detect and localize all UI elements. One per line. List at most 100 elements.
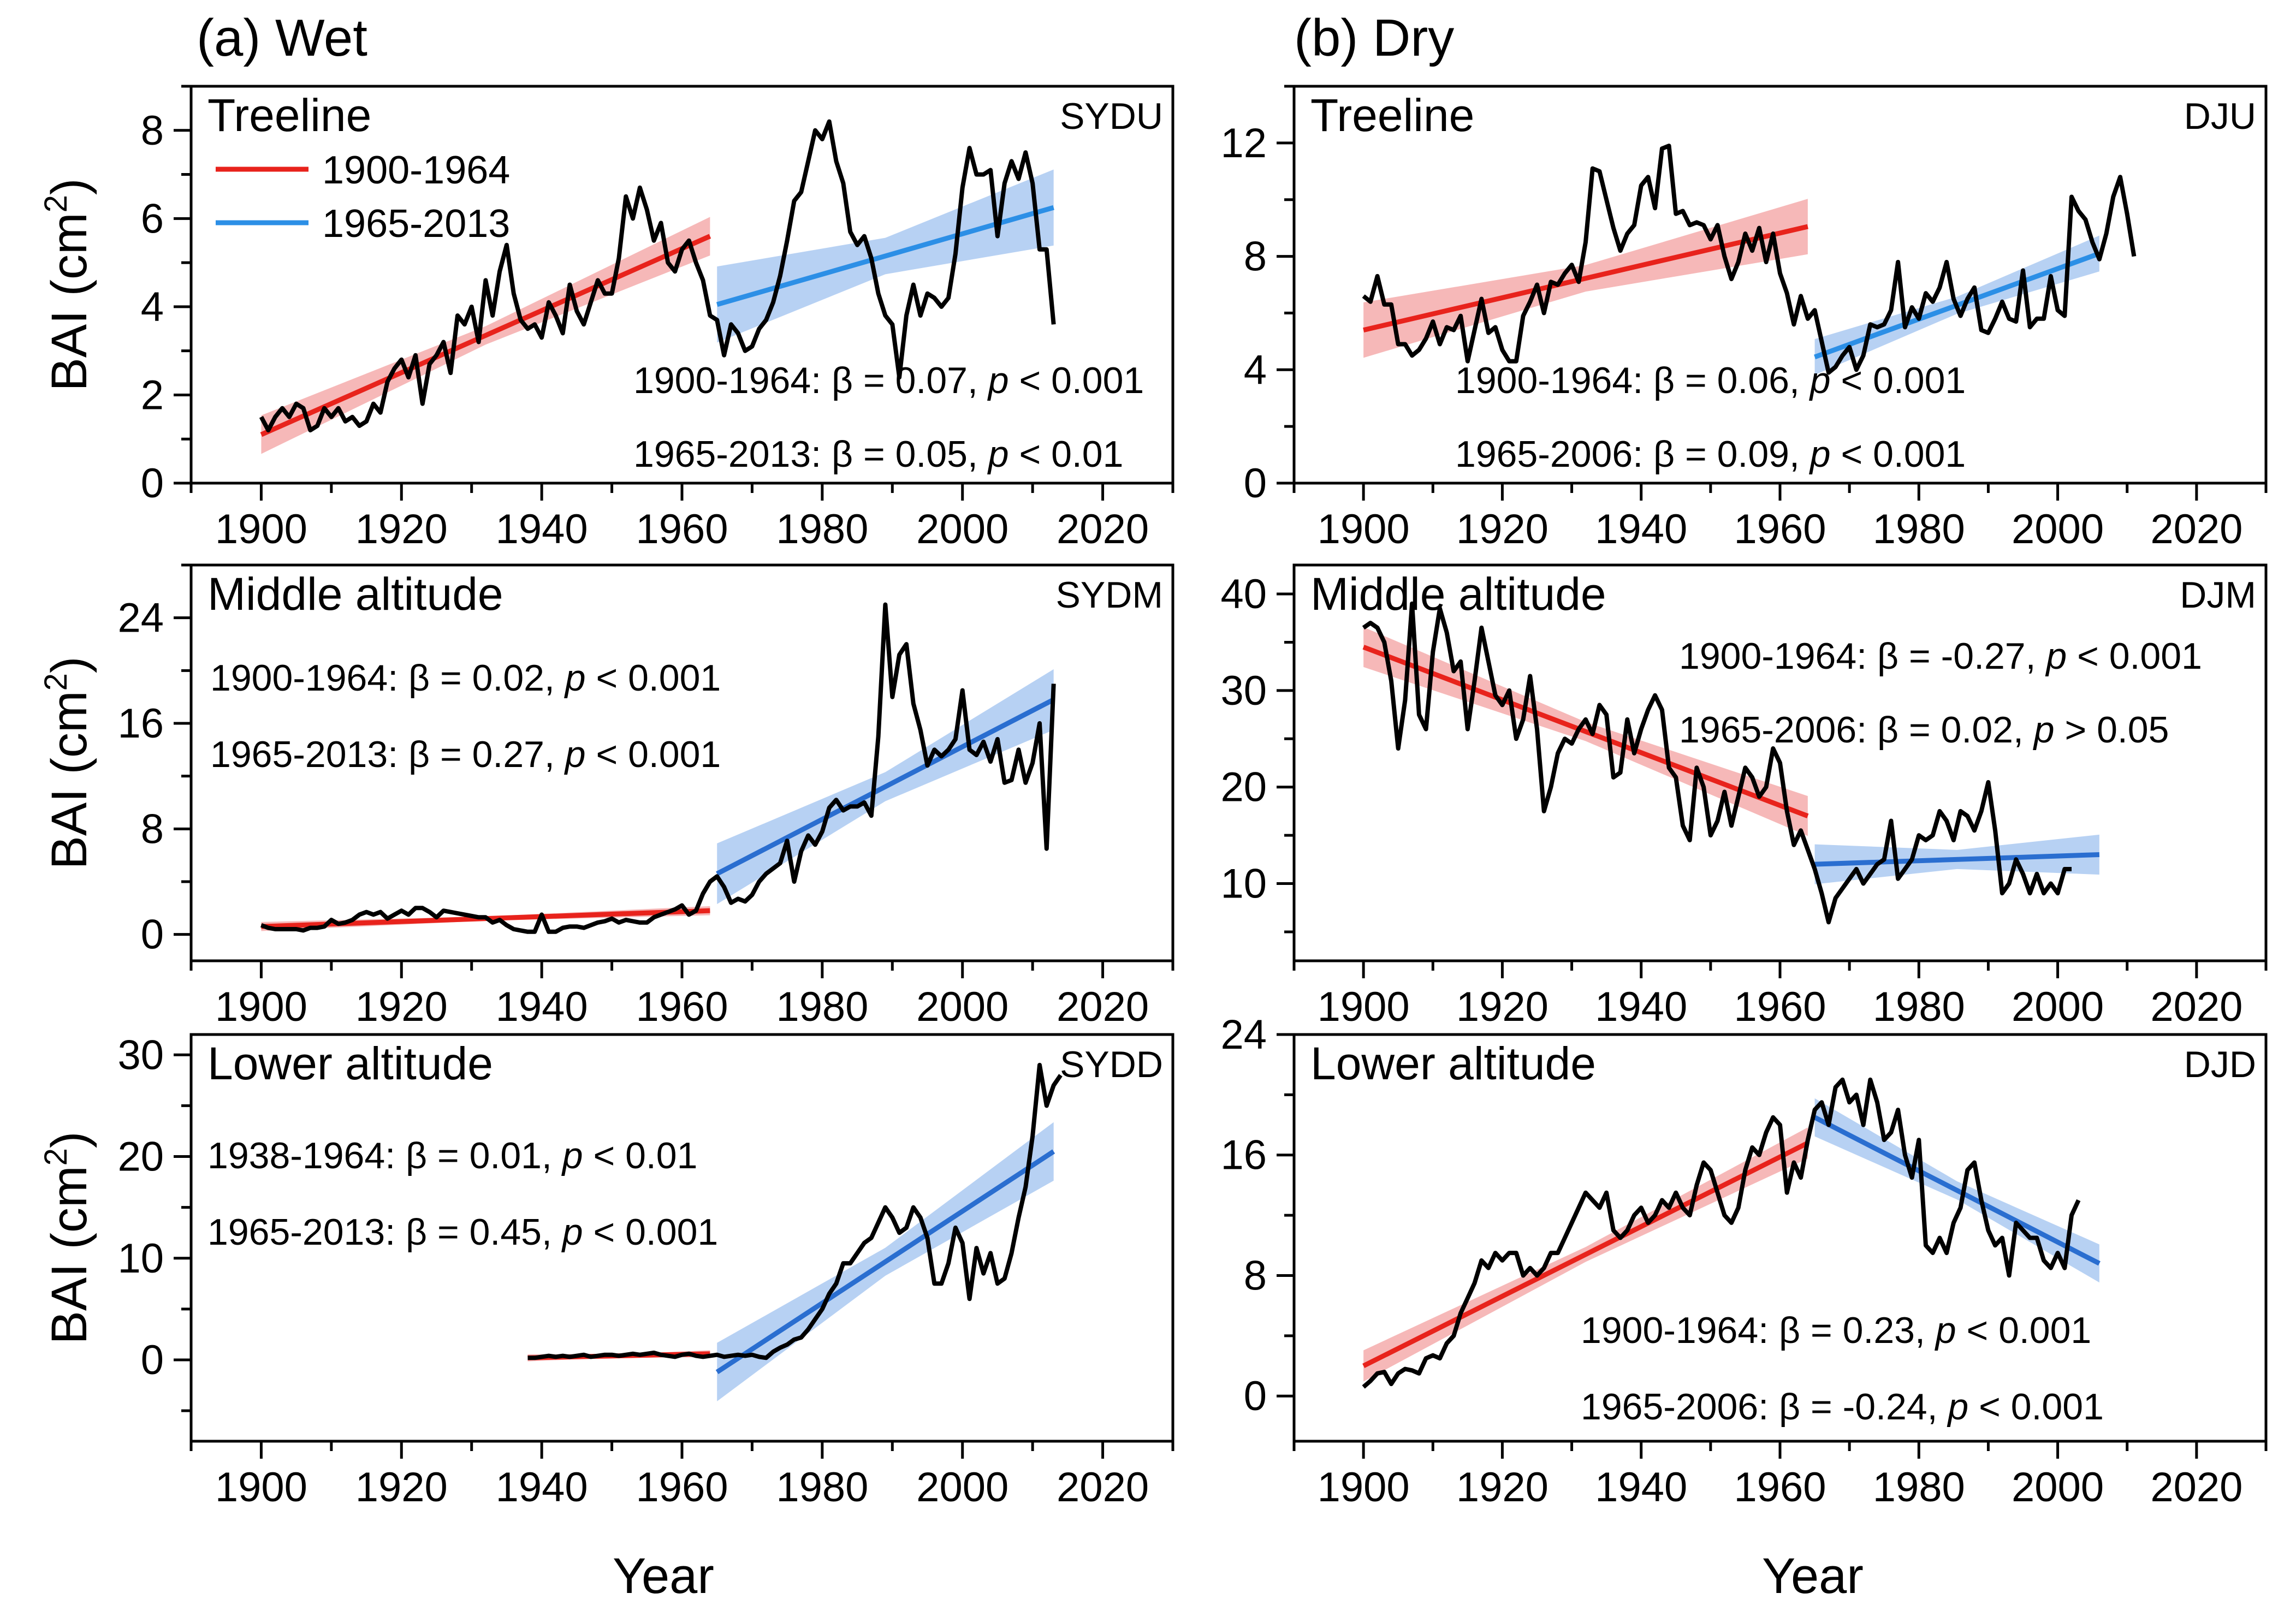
y-tick-label-dry-middle: 10 xyxy=(1220,861,1267,907)
y-tick-label-dry-middle: 20 xyxy=(1220,764,1267,811)
stat-period: 1965-2006 xyxy=(1455,433,1633,475)
site-code-dry-lower: DJD xyxy=(2184,1044,2256,1085)
fit-line-1900-1964 xyxy=(1362,645,1809,818)
plot-frame-dry-lower xyxy=(1292,1033,2268,1443)
x-tick-label-dry-treeline: 2000 xyxy=(2012,506,2104,552)
stat-colon: : xyxy=(811,360,832,401)
fit-line-1965-2013 xyxy=(716,697,1055,876)
stat-beta: β = 0.06, xyxy=(1653,360,1810,401)
x-axis-label-dry: Year xyxy=(1762,1548,1864,1604)
bai-series-line-dry-lower xyxy=(1362,1077,2081,1389)
bai-series-line-wet-middle xyxy=(260,602,1056,934)
x-tick-label-wet-lower: 1920 xyxy=(355,1464,448,1511)
panel-dry-treeline: 1900 1920 1940 1960 1980 2000 2020 0 4 8 12 Treelin… xyxy=(1220,85,2268,552)
x-tick-label-wet-treeline: 1940 xyxy=(496,506,588,552)
regression-stat-1900-1964: 1900-1964: β = -0.27, p < 0.001 xyxy=(1679,635,2202,677)
stat-p: p xyxy=(1947,1386,1968,1428)
y-tick-label-dry-lower: 16 xyxy=(1220,1132,1267,1179)
site-code-wet-treeline: SYDU xyxy=(1060,96,1163,137)
x-tick-label-dry-treeline: 1900 xyxy=(1318,506,1410,552)
title-wet: (a) Wet xyxy=(197,9,367,67)
regression-stat-1965-2006: 1965-2006: β = -0.24, p < 0.001 xyxy=(1581,1386,2104,1428)
stat-period: 1900-1964 xyxy=(1581,1310,1758,1351)
stat-beta: β = 0.01, xyxy=(406,1135,562,1176)
stat-beta: β = -0.24, xyxy=(1779,1386,1948,1428)
panel-subtitle-dry-lower: Lower altitude xyxy=(1310,1038,1596,1089)
panel-subtitle-wet-treeline: Treeline xyxy=(207,90,371,141)
stat-p: p xyxy=(2045,635,2067,677)
regression-stat-1900-1964: 1900-1964: β = 0.02, p < 0.001 xyxy=(210,657,721,699)
y-tick-label-wet-lower: 20 xyxy=(117,1134,164,1180)
x-tick-label-dry-lower: 1900 xyxy=(1318,1464,1410,1511)
fit-line-1900-1964 xyxy=(1362,1140,1809,1369)
y-axis-label-wet-treeline: BAI (cm2) xyxy=(38,178,97,391)
site-code-dry-middle: DJM xyxy=(2180,574,2256,616)
y-axis-label-main: BAI (cm xyxy=(41,691,97,869)
stat-rel: < 0.001 xyxy=(2067,635,2202,677)
x-tick-label-dry-lower: 1960 xyxy=(1734,1464,1826,1511)
x-tick-label-dry-lower: 2000 xyxy=(2012,1464,2104,1511)
stat-beta: β = 0.02, xyxy=(408,657,565,699)
y-tick-label-wet-middle: 8 xyxy=(141,806,164,852)
x-tick-label-wet-lower: 1940 xyxy=(496,1464,588,1511)
x-tick-label-dry-treeline: 1960 xyxy=(1734,506,1826,552)
stat-beta: β = 0.02, xyxy=(1877,709,2034,751)
x-tick-label-dry-treeline: 1920 xyxy=(1456,506,1549,552)
stat-rel: > 0.05 xyxy=(2055,709,2169,751)
y-tick-label-dry-treeline: 8 xyxy=(1244,234,1267,280)
y-axis-label-main: BAI (cm xyxy=(41,1166,97,1344)
panel-wet-treeline: 1900 1920 1940 1960 1980 2000 2020 0 2 4 6 8 Treelin… xyxy=(38,85,1174,552)
fit-line-1965-2013 xyxy=(716,205,1054,307)
x-tick-label-wet-middle: 1940 xyxy=(496,984,588,1030)
stat-rel: < 0.001 xyxy=(1831,433,1966,475)
regression-stat-1965-2006: 1965-2006: β = 0.09, p < 0.001 xyxy=(1455,433,1966,475)
bai-series-line-wet-treeline xyxy=(259,119,1056,433)
stat-p: p xyxy=(564,657,586,699)
fit-line-1900-1964 xyxy=(260,234,711,437)
regression-stat-1938-1964: 1938-1964: β = 0.01, p < 0.01 xyxy=(207,1135,697,1176)
plot-frame-wet-treeline xyxy=(189,85,1174,485)
stat-rel: < 0.001 xyxy=(1009,360,1144,401)
y-tick-label-wet-lower: 30 xyxy=(117,1032,164,1078)
regression-stat-1965-2013: 1965-2013: β = 0.05, p < 0.01 xyxy=(633,433,1123,475)
x-tick-label-dry-middle: 1920 xyxy=(1456,984,1549,1030)
y-tick-label-wet-middle: 24 xyxy=(117,595,164,641)
stat-colon: : xyxy=(388,657,408,699)
bai-series-line-dry-treeline xyxy=(1362,144,2137,375)
x-tick-label-dry-lower: 1920 xyxy=(1456,1464,1549,1511)
panel-subtitle-dry-treeline: Treeline xyxy=(1310,90,1474,141)
stat-p: p xyxy=(2033,709,2055,751)
x-tick-label-dry-lower: 2020 xyxy=(2150,1464,2242,1511)
regression-stat-1900-1964: 1900-1964: β = 0.06, p < 0.001 xyxy=(1455,360,1966,401)
stat-beta: β = 0.09, xyxy=(1653,433,1810,475)
legend: 1900-1964 1965-2013 xyxy=(216,148,510,246)
stat-colon: : xyxy=(1758,1310,1779,1351)
plot-content-dry-middle xyxy=(1362,601,2100,925)
stat-colon: : xyxy=(388,734,408,775)
regression-stat-1900-1964: 1900-1964: β = 0.07, p < 0.001 xyxy=(633,360,1144,401)
panel-subtitle-wet-lower: Lower altitude xyxy=(207,1038,493,1089)
bai-series-line-wet-lower xyxy=(527,1062,1063,1360)
stat-rel: < 0.01 xyxy=(583,1135,698,1176)
stat-period: 1965-2013 xyxy=(633,433,811,475)
x-tick-label-dry-treeline: 1940 xyxy=(1595,506,1687,552)
stat-period: 1965-2006 xyxy=(1679,709,1856,751)
y-axis-label-sup: 2 xyxy=(38,195,74,212)
x-tick-label-wet-middle: 2020 xyxy=(1057,984,1149,1030)
x-tick-label-wet-treeline: 1980 xyxy=(776,506,868,552)
plot-content-wet-middle xyxy=(260,602,1056,934)
regression-stat-1965-2013: 1965-2013: β = 0.27, p < 0.001 xyxy=(210,734,721,775)
x-tick-label-dry-treeline: 2020 xyxy=(2150,506,2242,552)
stat-beta: β = 0.45, xyxy=(406,1211,562,1253)
stat-p: p xyxy=(987,360,1009,401)
y-tick-label-wet-treeline: 2 xyxy=(141,372,164,418)
panel-subtitle-dry-middle: Middle altitude xyxy=(1310,568,1606,620)
stat-rel: < 0.001 xyxy=(1831,360,1966,401)
y-axis-label-wet-middle: BAI (cm2) xyxy=(38,656,97,869)
stat-rel: < 0.001 xyxy=(1956,1310,2092,1351)
stat-period: 1965-2013 xyxy=(207,1211,385,1253)
panel-wet-middle: 1900 1920 1940 1960 1980 2000 2020 0 8 16 24 Middle… xyxy=(38,563,1174,1030)
stat-rel: < 0.001 xyxy=(1968,1386,2104,1428)
